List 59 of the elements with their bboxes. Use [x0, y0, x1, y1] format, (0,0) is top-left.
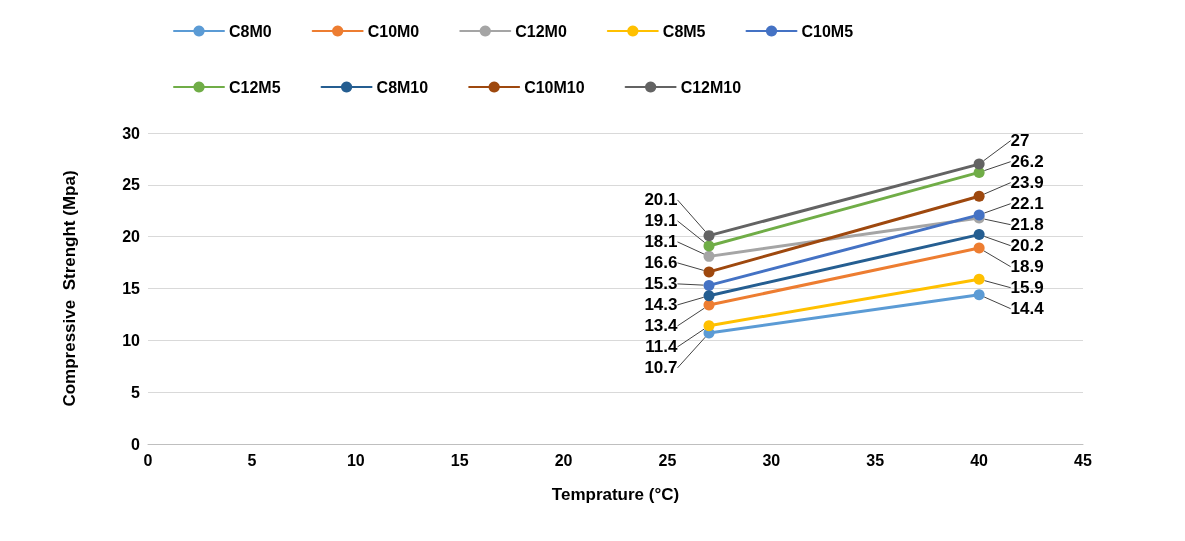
point	[703, 230, 715, 242]
data-label: 16.6	[644, 253, 678, 273]
x-tick-label: 35	[866, 451, 885, 469]
legend-label: C10M5	[801, 22, 854, 40]
x-tick-label: 45	[1074, 451, 1092, 469]
point	[703, 250, 715, 262]
legend-label: C10M10	[524, 78, 585, 96]
legend-label: C8M0	[229, 22, 272, 40]
x-tick-label: 20	[554, 451, 573, 469]
point	[973, 242, 985, 254]
x-tick-label: 40	[970, 451, 989, 469]
point	[703, 320, 715, 332]
data-label: 10.7	[644, 358, 678, 378]
point	[973, 158, 985, 170]
legend-label: C10M0	[367, 22, 420, 40]
x-tick-label: 30	[762, 451, 781, 469]
point	[973, 289, 985, 301]
data-label: 14.4	[1010, 299, 1045, 319]
y-tick-label: 20	[122, 228, 141, 246]
point	[973, 273, 985, 285]
data-label: 20.1	[644, 190, 678, 210]
x-axis-title: Temprature (°C)	[551, 485, 680, 504]
data-label: 13.4	[644, 316, 679, 336]
data-label: 20.2	[1010, 236, 1044, 256]
y-tick-label: 15	[122, 280, 141, 297]
data-label: 21.8	[1010, 215, 1044, 235]
x-tick-label: 25	[658, 451, 677, 469]
point	[973, 190, 985, 202]
x-tick-label: 5	[247, 451, 257, 469]
legend-label: C8M10	[376, 78, 429, 96]
point	[703, 290, 715, 302]
data-label: 18.9	[1010, 257, 1044, 277]
point	[703, 266, 715, 278]
x-tick-label: 10	[346, 451, 365, 469]
legend-label: C12M10	[680, 78, 742, 96]
data-label: 14.3	[644, 295, 678, 315]
y-tick-label: 10	[122, 331, 141, 349]
data-label: 19.1	[644, 211, 678, 231]
point	[703, 279, 715, 291]
data-label: 27	[1010, 131, 1030, 151]
legend-label: C12M5	[229, 78, 281, 96]
data-label: 15.3	[644, 274, 678, 294]
point	[973, 229, 985, 241]
y-tick-label: 30	[122, 124, 141, 142]
y-tick-label: 5	[131, 383, 141, 401]
data-label: 18.1	[644, 232, 678, 252]
legend-label: C12M0	[515, 22, 567, 40]
x-tick-label: 0	[143, 451, 153, 469]
data-label: 23.9	[1010, 173, 1044, 193]
point	[703, 240, 715, 252]
legend-label: C8M5	[662, 22, 706, 40]
data-label: 15.9	[1010, 278, 1044, 298]
x-tick-label: 15	[450, 451, 469, 469]
data-label: 22.1	[1010, 194, 1044, 214]
data-label: 26.2	[1010, 152, 1044, 172]
data-label: 11.4	[645, 337, 679, 357]
y-axis-title: Compressive Strenght (Mpa)	[60, 170, 79, 407]
y-tick-label: 25	[122, 176, 141, 194]
y-tick-label: 0	[131, 435, 141, 453]
